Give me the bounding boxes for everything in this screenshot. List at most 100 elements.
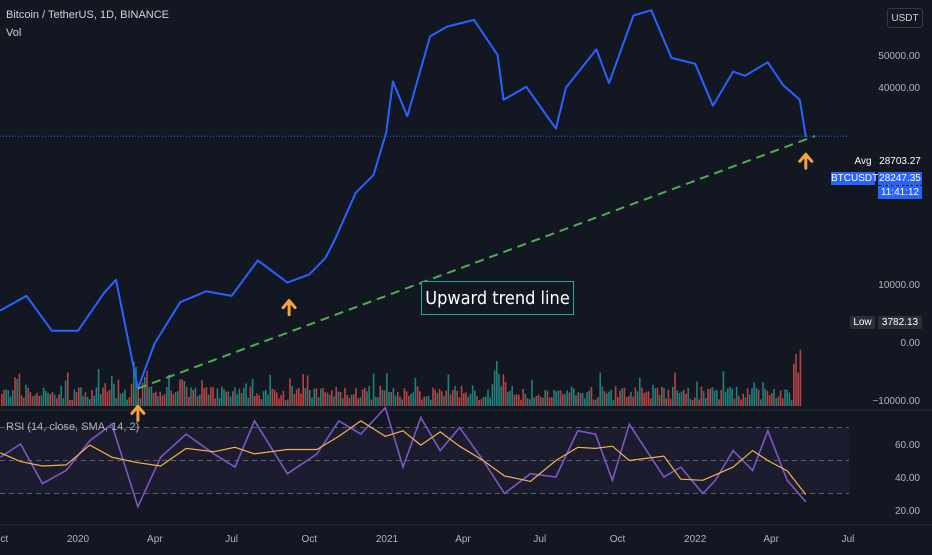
volume-bar <box>102 387 104 406</box>
volume-bar <box>566 390 568 406</box>
volume-bar <box>188 396 190 406</box>
volume-bar <box>133 361 135 406</box>
volume-bar <box>359 397 362 406</box>
symbol-tag: BTCUSDT <box>831 172 879 185</box>
volume-bar <box>768 395 771 406</box>
volume-bar <box>144 376 146 406</box>
volume-bar <box>199 394 201 406</box>
volume-bar <box>106 391 109 406</box>
volume-bar <box>394 395 397 406</box>
volume-bar <box>234 387 236 406</box>
price-point <box>25 295 28 297</box>
volume-bar <box>537 394 540 406</box>
volume-bar <box>238 388 241 406</box>
volume-bar <box>603 391 606 406</box>
volume-bar <box>599 372 601 406</box>
chart-title: Bitcoin / TetherUS, 1D, BINANCE <box>6 9 170 21</box>
volume-bar <box>333 396 335 406</box>
trend-annotation[interactable]: Upward trend line <box>421 281 574 315</box>
volume-bar <box>93 395 95 406</box>
volume-bar <box>273 389 276 406</box>
volume-bar <box>665 398 667 406</box>
volume-bar <box>124 389 126 406</box>
time-tick-label: Apr <box>763 534 779 545</box>
time-tick-label: Jul <box>225 534 238 545</box>
price-point <box>712 104 714 107</box>
volume-bar <box>753 382 755 406</box>
volume-bar <box>353 394 355 406</box>
volume-bar <box>711 387 714 406</box>
volume-bar <box>551 397 553 406</box>
volume-bar <box>328 394 331 406</box>
volume-bar <box>775 398 777 406</box>
volume-bar <box>397 392 399 406</box>
volume-bar <box>368 386 370 406</box>
volume-bar <box>773 388 775 406</box>
last-price-tag: 28247.35 <box>878 172 922 185</box>
volume-bar <box>62 398 65 406</box>
volume-bar <box>148 387 150 406</box>
volume-bar <box>5 389 7 406</box>
price-point <box>154 342 156 344</box>
volume-bar <box>471 385 474 406</box>
volume-bar <box>658 394 661 406</box>
volume-bar <box>322 387 324 406</box>
volume-bar <box>733 398 736 406</box>
price-tick-label: 40000.00 <box>878 83 920 94</box>
volume-bar <box>502 374 505 406</box>
price-point <box>77 329 79 332</box>
price-point <box>473 19 475 21</box>
volume-bar <box>168 374 170 406</box>
volume-bar <box>557 390 560 406</box>
volume-bar <box>702 391 705 406</box>
volume-bar <box>306 375 309 406</box>
time-tick-label: Jul <box>533 534 546 545</box>
volume-bar <box>141 382 144 406</box>
volume-bar <box>260 399 263 406</box>
volume-bar <box>207 394 210 406</box>
volume-bar <box>390 392 392 406</box>
volume-bar <box>434 389 436 406</box>
volume-bar <box>698 399 700 406</box>
price-point <box>429 35 431 38</box>
volume-label: Vol <box>6 27 22 39</box>
volume-bar <box>606 393 608 406</box>
volume-bar <box>562 393 564 406</box>
volume-bar <box>58 394 60 406</box>
volume-bar <box>425 396 428 406</box>
volume-bar <box>416 386 419 406</box>
time-tick-label: Oct <box>302 534 318 545</box>
volume-bar <box>335 386 337 406</box>
volume-bar <box>555 391 557 406</box>
volume-bar <box>313 388 315 406</box>
volume-bar <box>309 390 311 406</box>
price-point <box>782 84 784 86</box>
volume-bar <box>146 370 148 406</box>
volume-tick-label: −10000.00 <box>872 396 920 407</box>
volume-bar <box>443 396 445 406</box>
volume-bar <box>793 363 795 406</box>
price-point <box>805 135 807 138</box>
volume-bar <box>456 390 458 406</box>
volume-bar <box>430 399 432 406</box>
up-arrow-icon <box>281 299 297 317</box>
volume-bar <box>3 389 5 406</box>
volume-bar <box>744 397 747 406</box>
price-point <box>230 295 233 297</box>
volume-bar <box>542 397 544 406</box>
volume-bar <box>361 389 364 406</box>
volume-bar <box>441 391 443 406</box>
price-point <box>0 309 2 312</box>
volume-bar <box>694 397 696 406</box>
volume-bar <box>419 391 421 406</box>
price-point <box>406 115 409 118</box>
volume-bar <box>192 390 194 406</box>
volume-bar <box>687 387 689 406</box>
volume-bar <box>210 387 212 406</box>
volume-bar <box>696 381 698 406</box>
volume-bar <box>731 388 733 406</box>
price-point <box>51 329 53 332</box>
currency-button[interactable]: USDT <box>887 8 923 28</box>
volume-bar <box>357 398 359 406</box>
